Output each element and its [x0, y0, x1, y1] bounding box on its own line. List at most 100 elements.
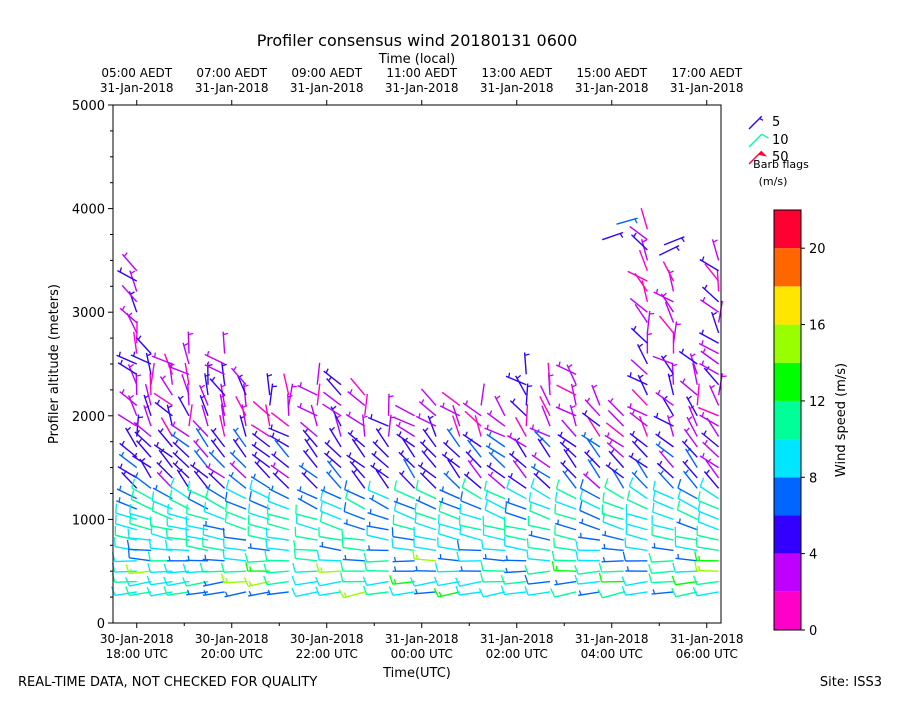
y-tick-label: 1000 — [72, 513, 105, 528]
barb-flag — [225, 502, 226, 511]
barb-shaft — [251, 477, 270, 489]
barb-shaft — [588, 418, 600, 437]
barb-shaft — [530, 428, 550, 436]
barb-half-flag — [706, 470, 709, 474]
wind-barb — [352, 469, 365, 488]
barb-half-flag — [274, 452, 276, 456]
wind-barb — [166, 540, 189, 551]
barb-half-flag — [267, 375, 271, 377]
wind-barb — [269, 486, 289, 499]
barb-half-flag — [138, 417, 143, 418]
wind-barb — [394, 498, 415, 509]
wind-barb — [130, 504, 151, 519]
barb-flag — [439, 502, 440, 511]
barb-shaft — [224, 558, 246, 560]
barb-shaft — [631, 328, 647, 343]
barb-half-flag — [371, 414, 372, 419]
barb-shaft — [609, 451, 624, 467]
wind-barb — [529, 492, 550, 509]
wind-barb — [672, 588, 697, 597]
barb-shaft — [415, 523, 436, 530]
colorbar-tick-label: 4 — [809, 548, 817, 563]
wind-barb — [479, 588, 504, 597]
barb-half-flag — [603, 557, 604, 562]
wind-barb — [460, 504, 481, 520]
y-tick-label: 0 — [97, 617, 105, 632]
barb-half-flag — [513, 399, 515, 403]
barb-half-flag — [534, 464, 536, 468]
barb-half-flag — [271, 425, 272, 430]
barb-shaft — [627, 500, 647, 509]
barb-shaft — [248, 561, 270, 562]
barb-half-flag — [141, 458, 144, 461]
barb-shaft — [654, 292, 674, 302]
barb-shaft — [129, 364, 137, 384]
barb-half-flag — [175, 451, 177, 455]
barb-flag — [164, 577, 168, 586]
barb-half-flag — [324, 486, 325, 491]
wind-barb — [200, 563, 224, 572]
wind-barb — [116, 497, 136, 509]
barb-shaft — [224, 537, 246, 540]
wind-barb — [344, 502, 365, 519]
barb-half-flag — [173, 422, 175, 426]
barb-flag — [481, 573, 483, 582]
barb-shaft — [397, 434, 415, 447]
barb-half-flag — [702, 330, 703, 335]
barb-shaft — [528, 559, 550, 561]
wind-barb — [144, 405, 151, 426]
barb-half-flag — [188, 590, 190, 594]
barb-flag — [525, 586, 528, 595]
barb-shaft — [697, 582, 719, 585]
barb-shaft — [556, 407, 576, 416]
barb-half-flag — [208, 463, 210, 467]
barb-shaft — [271, 465, 289, 478]
barb-shaft — [346, 415, 365, 427]
barb-shaft — [267, 582, 289, 585]
wind-barb — [684, 470, 698, 489]
wind-barb — [205, 351, 225, 364]
barb-shaft — [442, 392, 460, 405]
wind-barb — [551, 588, 576, 597]
wind-barb — [579, 519, 600, 530]
wind-barb — [647, 311, 654, 333]
barb-shaft — [606, 465, 624, 478]
barb-half-flag — [568, 365, 572, 368]
barb-half-flag — [201, 385, 205, 388]
barb-half-flag — [682, 238, 685, 242]
barb-half-flag — [487, 425, 488, 430]
barb-flag — [268, 514, 269, 523]
barb-half-flag — [699, 556, 700, 561]
barb-half-flag — [685, 470, 688, 474]
wind-barb — [324, 369, 341, 385]
wind-barb — [552, 561, 576, 571]
barb-shaft — [463, 403, 481, 416]
x-tick-time: 02:00 UTC — [486, 647, 548, 661]
barb-flag — [415, 513, 416, 522]
wind-barb — [416, 496, 436, 509]
barb-shaft — [420, 473, 436, 489]
barb-shaft — [602, 514, 623, 519]
barb-shaft — [505, 526, 527, 530]
barb-half-flag — [705, 440, 707, 444]
wind-barb — [702, 285, 718, 302]
x-tick-time: 04:00 UTC — [581, 647, 643, 661]
wind-barb — [339, 589, 365, 597]
wind-barb — [481, 384, 484, 406]
barb-shaft — [129, 395, 137, 415]
barb-shaft — [603, 502, 624, 509]
barb-shaft — [516, 417, 527, 436]
barb-shaft — [303, 430, 317, 447]
barb-shaft — [144, 405, 151, 426]
barb-shaft — [367, 550, 389, 551]
barb-half-flag — [180, 396, 184, 399]
barb-flag — [623, 552, 625, 561]
wind-barb — [136, 336, 151, 354]
colorbar-segment — [774, 248, 801, 286]
wind-barb — [629, 477, 647, 498]
barb-half-flag — [425, 428, 428, 432]
barb-half-flag — [467, 472, 469, 476]
x-tick-time: 18:00 UTC — [106, 647, 168, 661]
